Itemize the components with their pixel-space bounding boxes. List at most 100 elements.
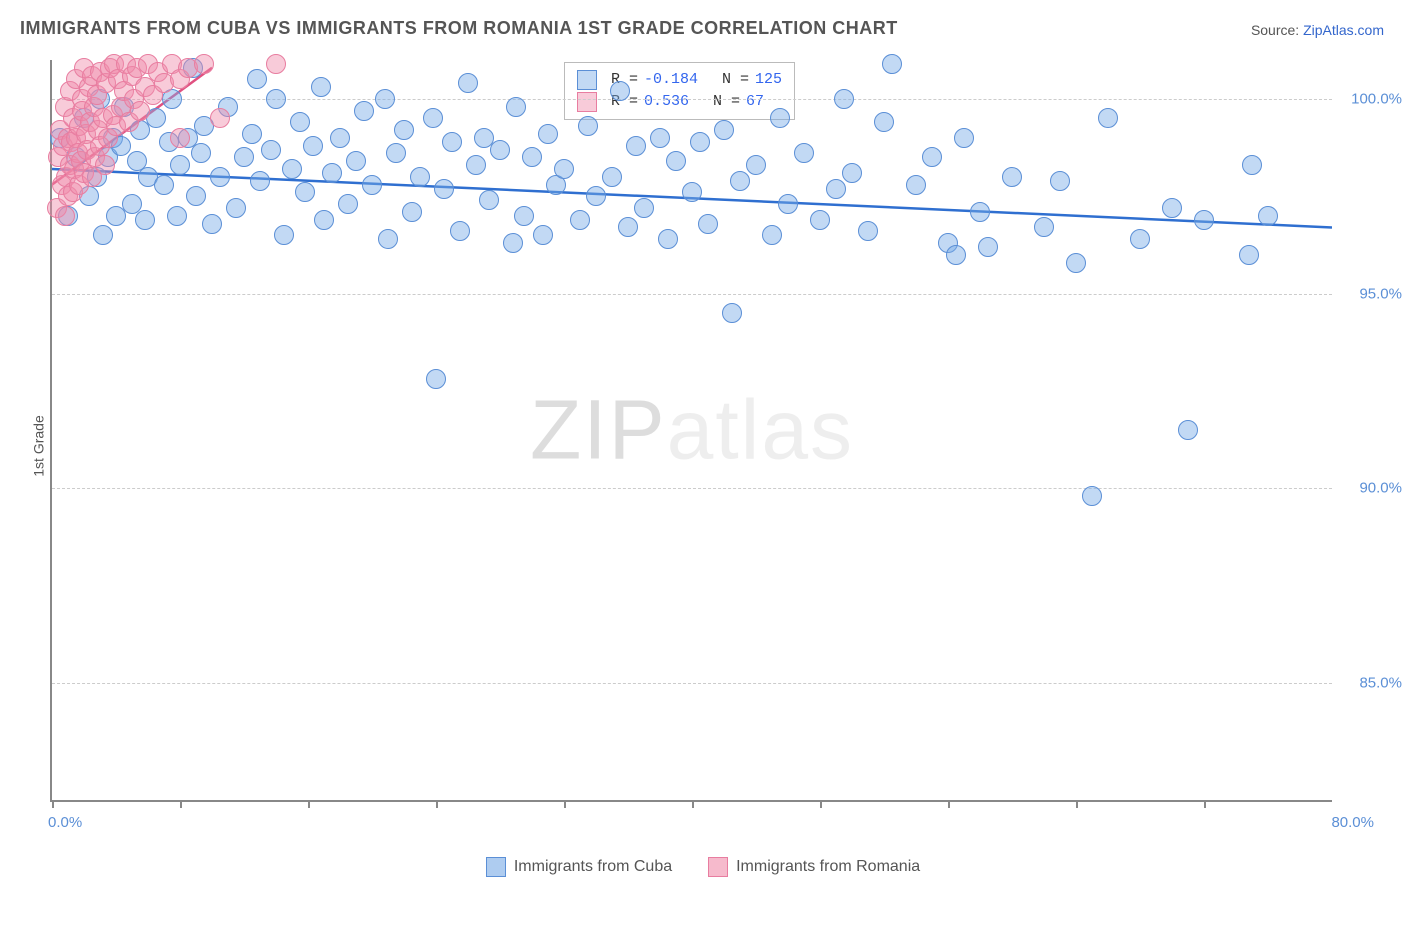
y-axis-label: 1st Grade	[31, 415, 47, 476]
scatter-point	[503, 233, 523, 253]
scatter-point	[194, 54, 214, 74]
scatter-point	[261, 140, 281, 160]
scatter-point	[882, 54, 902, 74]
legend-label: Immigrants from Cuba	[514, 858, 672, 876]
x-tick-mark	[436, 800, 438, 808]
scatter-plot-area: ZIPatlas R = -0.184 N = 125R = 0.536 N =…	[50, 60, 1332, 802]
legend-r-value: 0.536	[644, 91, 689, 113]
scatter-point	[410, 167, 430, 187]
y-tick-label: 85.0%	[1342, 675, 1402, 692]
scatter-point	[922, 147, 942, 167]
scatter-point	[434, 179, 454, 199]
scatter-point	[762, 225, 782, 245]
legend-swatch	[486, 857, 506, 877]
scatter-point	[533, 225, 553, 245]
scatter-point	[714, 120, 734, 140]
scatter-point	[730, 171, 750, 191]
scatter-point	[266, 54, 286, 74]
scatter-point	[682, 182, 702, 202]
legend-stat-row: R = -0.184 N = 125	[577, 69, 782, 91]
scatter-point	[610, 81, 630, 101]
scatter-point	[506, 97, 526, 117]
chart-title: IMMIGRANTS FROM CUBA VS IMMIGRANTS FROM …	[20, 18, 898, 39]
scatter-point	[666, 151, 686, 171]
scatter-point	[618, 217, 638, 237]
scatter-point	[458, 73, 478, 93]
scatter-point	[698, 214, 718, 234]
scatter-point	[55, 206, 75, 226]
source-credit: Source: ZipAtlas.com	[1251, 22, 1384, 38]
scatter-point	[834, 89, 854, 109]
y-tick-label: 100.0%	[1342, 90, 1402, 107]
x-tick-mark	[820, 800, 822, 808]
scatter-point	[234, 147, 254, 167]
scatter-point	[858, 221, 878, 241]
scatter-point	[1258, 206, 1278, 226]
scatter-point	[423, 108, 443, 128]
legend-stat-row: R = 0.536 N = 67	[577, 91, 782, 113]
x-tick-mark	[564, 800, 566, 808]
scatter-point	[626, 136, 646, 156]
gridline	[52, 488, 1332, 489]
scatter-point	[946, 245, 966, 265]
scatter-point	[346, 151, 366, 171]
scatter-point	[466, 155, 486, 175]
scatter-point	[170, 128, 190, 148]
x-tick-mark	[1076, 800, 1078, 808]
gridline	[52, 683, 1332, 684]
scatter-point	[210, 108, 230, 128]
x-tick-mark	[948, 800, 950, 808]
x-tick-mark	[308, 800, 310, 808]
scatter-point	[970, 202, 990, 222]
scatter-point	[135, 210, 155, 230]
legend-item: Immigrants from Romania	[708, 857, 920, 877]
scatter-point	[1002, 167, 1022, 187]
scatter-point	[386, 143, 406, 163]
scatter-point	[778, 194, 798, 214]
scatter-point	[634, 198, 654, 218]
scatter-point	[826, 179, 846, 199]
correlation-legend-box: R = -0.184 N = 125R = 0.536 N = 67	[564, 62, 795, 120]
scatter-point	[242, 124, 262, 144]
scatter-point	[295, 182, 315, 202]
series-legend: Immigrants from Cuba Immigrants from Roma…	[0, 857, 1406, 882]
gridline	[52, 294, 1332, 295]
scatter-point	[394, 120, 414, 140]
x-tick-mark	[692, 800, 694, 808]
scatter-point	[154, 175, 174, 195]
scatter-point	[402, 202, 422, 222]
scatter-point	[842, 163, 862, 183]
scatter-point	[282, 159, 302, 179]
scatter-point	[538, 124, 558, 144]
scatter-point	[93, 225, 113, 245]
scatter-point	[554, 159, 574, 179]
scatter-point	[290, 112, 310, 132]
scatter-point	[570, 210, 590, 230]
scatter-point	[1194, 210, 1214, 230]
scatter-point	[1162, 198, 1182, 218]
scatter-point	[450, 221, 470, 241]
scatter-point	[1050, 171, 1070, 191]
source-link[interactable]: ZipAtlas.com	[1303, 22, 1384, 38]
x-tick-mark	[52, 800, 54, 808]
scatter-point	[522, 147, 542, 167]
scatter-point	[1130, 229, 1150, 249]
legend-n-value: 67	[746, 91, 764, 113]
scatter-point	[770, 108, 790, 128]
scatter-point	[1242, 155, 1262, 175]
scatter-point	[650, 128, 670, 148]
scatter-point	[794, 143, 814, 163]
scatter-point	[322, 163, 342, 183]
scatter-point	[1034, 217, 1054, 237]
scatter-point	[314, 210, 334, 230]
scatter-point	[250, 171, 270, 191]
scatter-point	[810, 210, 830, 230]
scatter-point	[602, 167, 622, 187]
legend-swatch	[577, 70, 597, 90]
scatter-point	[1178, 420, 1198, 440]
scatter-point	[362, 175, 382, 195]
y-tick-label: 95.0%	[1342, 285, 1402, 302]
scatter-point	[722, 303, 742, 323]
gridline	[52, 99, 1332, 100]
scatter-point	[311, 77, 331, 97]
